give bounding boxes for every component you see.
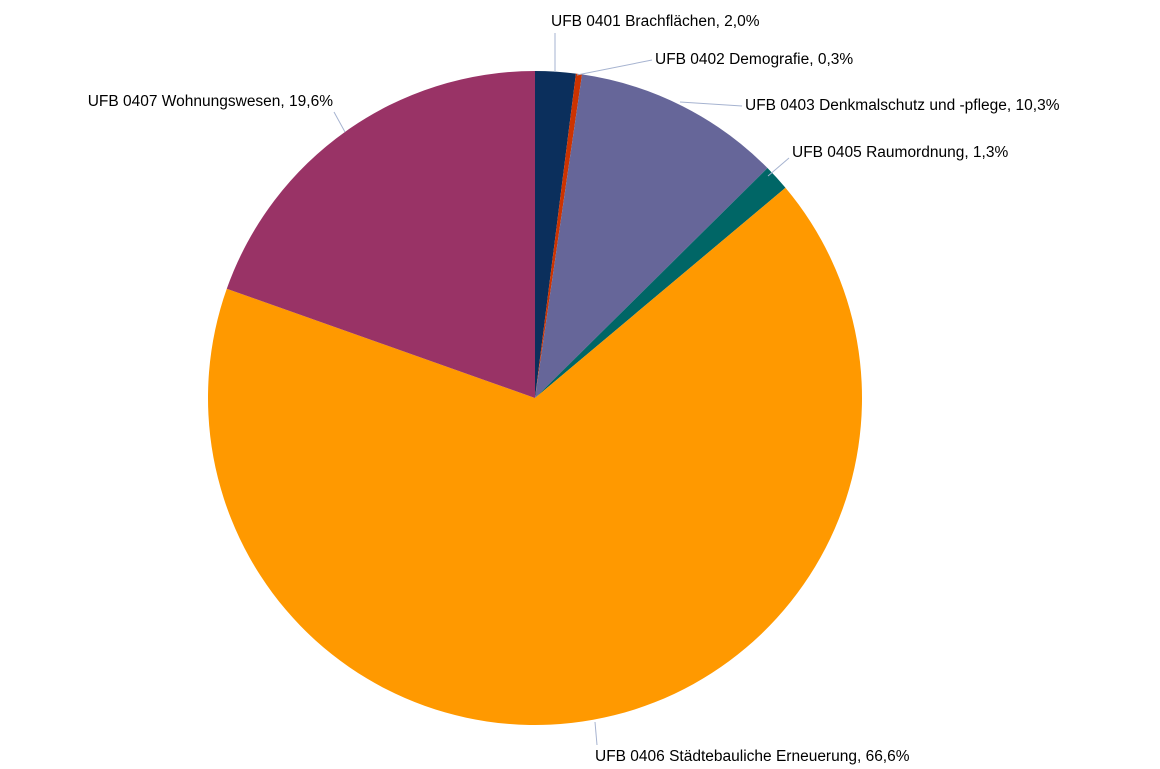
pie-slice [535,71,576,398]
pie-slice [535,74,768,398]
pie-slice [208,187,862,726]
leader-line [576,59,653,76]
data-label: UFB 0401 Brachflächen, 2,0% [551,13,760,30]
data-label: UFB 0402 Demografie, 0,3% [655,51,853,68]
data-label: UFB 0405 Raumordnung, 1,3% [792,144,1008,161]
data-label: UFB 0403 Denkmalschutz und -pflege, 10,3… [745,97,1060,114]
leader-line [767,157,790,177]
data-label: UFB 0407 Wohnungswesen, 19,6% [88,93,334,110]
leader-line [679,101,743,107]
pie-slice [226,71,535,398]
data-label: UFB 0406 Städtebauliche Erneuerung, 66,6… [595,748,910,765]
leader-line [594,721,598,746]
pie-slice [535,168,786,398]
pie-slice [535,73,583,398]
leader-line [333,111,346,133]
